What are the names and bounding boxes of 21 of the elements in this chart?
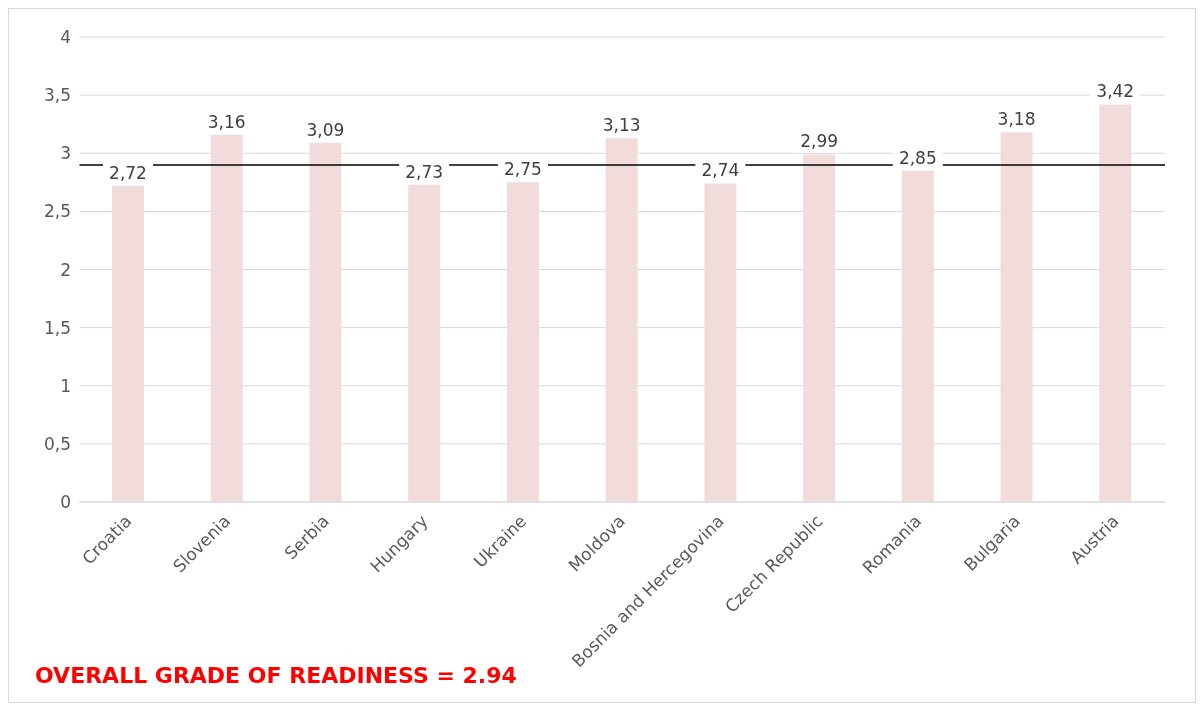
y-tick-label: 2,5 (43, 201, 71, 222)
data-label: 2,74 (701, 160, 740, 181)
data-label: 3,09 (306, 119, 345, 140)
y-tick-label: 3 (60, 143, 71, 164)
data-label: 2,85 (898, 147, 937, 168)
y-tick-label: 4 (60, 27, 71, 48)
data-label: 3,18 (997, 109, 1036, 130)
data-label: 2,73 (405, 161, 444, 182)
y-tick-label: 3,5 (43, 85, 71, 106)
data-label: 3,16 (207, 111, 246, 132)
data-label: 2,75 (503, 159, 542, 180)
data-label: 3,13 (602, 115, 641, 136)
text: OVERALL GRADE OF READINESS = 2.94 (35, 663, 517, 688)
y-tick-label: 1 (60, 375, 71, 396)
data-label: 3,42 (1096, 81, 1135, 102)
data-label: 2,72 (109, 162, 147, 183)
y-tick-label: 0,5 (43, 433, 71, 454)
data-label: 2,99 (800, 131, 839, 152)
y-tick-label: 1,5 (43, 317, 71, 338)
y-tick-label: 0 (60, 492, 71, 513)
y-tick-label: 2 (60, 259, 71, 280)
